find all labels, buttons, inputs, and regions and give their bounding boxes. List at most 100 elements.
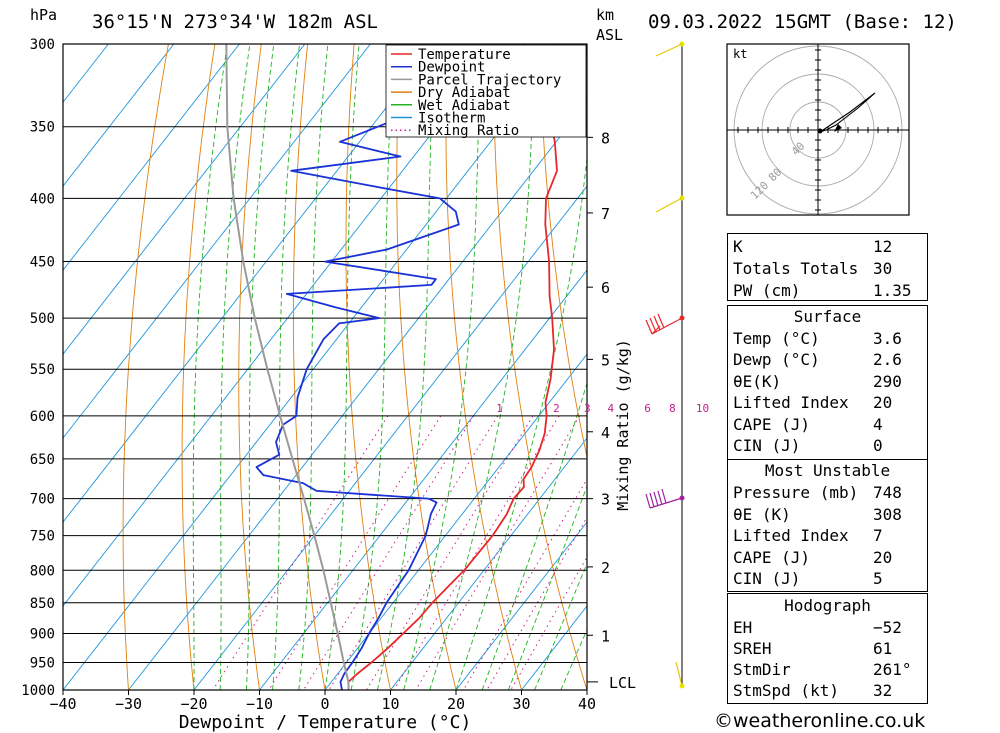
dry-adiabat-line xyxy=(445,44,522,690)
legend-entry-label: Dry Adiabat xyxy=(418,85,511,101)
dewpoint-profile xyxy=(255,44,526,690)
pressure-tick-label: 500 xyxy=(30,311,55,327)
height-tick-label: 7 xyxy=(601,205,610,223)
mixing-ratio-line xyxy=(212,415,389,690)
x-tick-label: −20 xyxy=(180,695,207,713)
mixing-ratio-label: 10 xyxy=(696,402,709,415)
dry-adiabat-line xyxy=(122,44,169,690)
pressure-tick-label: 800 xyxy=(30,563,55,579)
mixing-ratio-line xyxy=(393,415,560,690)
height-tick-label: 4 xyxy=(601,424,610,442)
pressure-tick-label: 900 xyxy=(30,626,55,642)
isotherm-line xyxy=(390,437,587,690)
wind-barb-icon xyxy=(675,661,683,687)
x-axis-label: Dewpoint / Temperature (°C) xyxy=(179,712,472,733)
isotherm-line xyxy=(455,521,587,690)
dry-adiabat-line xyxy=(345,44,391,690)
dry-adiabat-line xyxy=(292,44,326,690)
isotherm-line xyxy=(63,44,502,607)
mixing-ratio-label: 4 xyxy=(608,402,615,415)
parcel-trajectory-profile xyxy=(225,44,350,690)
wet-adiabat-line xyxy=(534,562,587,690)
legend-box xyxy=(385,44,587,138)
dry-adiabat-line xyxy=(181,44,216,690)
pressure-tick-label: 550 xyxy=(30,362,55,378)
unstable-row-thetae: θE (K) 308 xyxy=(733,505,902,524)
surface-row-lifted: Lifted Index 20 xyxy=(733,393,893,412)
wind-barb-icon xyxy=(645,313,683,335)
location-title: 36°15'N 273°34'W 182m ASL xyxy=(92,11,378,33)
x-tick-label: 40 xyxy=(578,695,596,713)
mixing-ratio-label: 6 xyxy=(644,402,651,415)
legend-entry-label: Mixing Ratio xyxy=(418,123,519,139)
hodo-row-eh: EH −52 xyxy=(733,618,902,637)
mixing-ratio-line xyxy=(328,415,499,690)
unstable-row-pressure: Pressure (mb) 748 xyxy=(733,483,902,502)
wind-barb-icon xyxy=(655,197,683,213)
unstable-table: Most Unstable Pressure (mb) 748 θE (K) 308… xyxy=(727,459,928,592)
height-tick-label: 3 xyxy=(601,491,610,509)
pressure-unit-label: hPa xyxy=(30,6,57,24)
x-tick-label: −10 xyxy=(246,695,273,713)
pressure-tick-label: 700 xyxy=(30,492,55,508)
pressure-tick-label: 450 xyxy=(30,255,55,271)
wind-barb-icon xyxy=(655,43,683,57)
isotherm-line xyxy=(63,44,437,523)
temperature-profile xyxy=(347,44,558,690)
x-tick-label: 10 xyxy=(381,695,399,713)
wind-barb-icon xyxy=(645,488,683,509)
indices-table: K 12 Totals Totals 30 PW (cm) 1.35 xyxy=(727,233,928,301)
isotherm-line xyxy=(63,44,175,187)
mixing-ratio-line xyxy=(268,415,442,690)
isotherm-line xyxy=(63,44,306,355)
height-tick-label: 2 xyxy=(601,559,610,577)
wet-adiabat-line xyxy=(298,44,329,690)
wet-adiabat-line xyxy=(272,44,301,690)
isotherm-line xyxy=(324,353,587,690)
legend-entry-label: Isotherm xyxy=(418,111,485,127)
dry-adiabat-line xyxy=(492,44,587,690)
hodo-title: Hodograph xyxy=(784,596,871,615)
index-row-k: K 12 xyxy=(733,237,893,256)
surface-title: Surface xyxy=(793,307,862,326)
x-tick-label: 30 xyxy=(512,695,530,713)
mixing-ratio-line xyxy=(365,415,534,690)
surface-row-temp: Temp (°C) 3.6 xyxy=(733,329,902,348)
pressure-tick-label: 650 xyxy=(30,452,55,468)
hodograph-trace xyxy=(819,92,876,133)
surface-table: Surface Temp (°C) 3.6 Dewp (°C) 2.6 θE(K) 2… xyxy=(727,305,928,460)
isotherm-line xyxy=(63,44,371,439)
mixing-ratio-line xyxy=(303,415,475,690)
hodo-row-stmdir: StmDir 261° xyxy=(733,660,912,679)
pressure-tick-label: 1000 xyxy=(21,683,55,699)
legend-entry-label: Wet Adiabat xyxy=(418,98,511,114)
pressure-tick-label: 400 xyxy=(30,191,55,207)
mixing-ratio-line xyxy=(463,478,587,690)
hodo-row-sreh: SREH 61 xyxy=(733,639,893,658)
pressure-tick-label: 350 xyxy=(30,120,55,136)
unstable-row-cin: CIN (J) 5 xyxy=(733,569,883,588)
hodograph-unit: kt xyxy=(733,47,747,61)
index-row-totals: Totals Totals 30 xyxy=(733,259,893,278)
height-unit-asl: ASL xyxy=(596,26,623,44)
unstable-row-lifted: Lifted Index 7 xyxy=(733,526,883,545)
height-tick-label: 5 xyxy=(601,351,610,369)
hodograph-origin-dot xyxy=(817,128,823,134)
pressure-tick-label: 850 xyxy=(30,596,55,612)
legend-entry-label: Parcel Trajectory xyxy=(418,72,561,88)
isotherm-line xyxy=(63,44,568,690)
height-tick-label: 1 xyxy=(601,627,610,645)
x-tick-label: 20 xyxy=(447,695,465,713)
index-row-pw: PW (cm) 1.35 xyxy=(733,281,912,300)
plot-frame xyxy=(62,43,588,691)
hodograph-table: Hodograph EH −52 SREH 61 StmDir 261° StmSpd… xyxy=(727,593,928,704)
surface-row-cin: CIN (J) 0 xyxy=(733,436,883,455)
dry-adiabat-line xyxy=(539,44,587,460)
surface-row-dewp: Dewp (°C) 2.6 xyxy=(733,350,902,369)
wet-adiabat-line xyxy=(192,44,228,690)
pressure-tick-label: 950 xyxy=(30,655,55,671)
height-tick-label: 6 xyxy=(601,279,610,297)
pressure-tick-label: 300 xyxy=(30,37,55,53)
